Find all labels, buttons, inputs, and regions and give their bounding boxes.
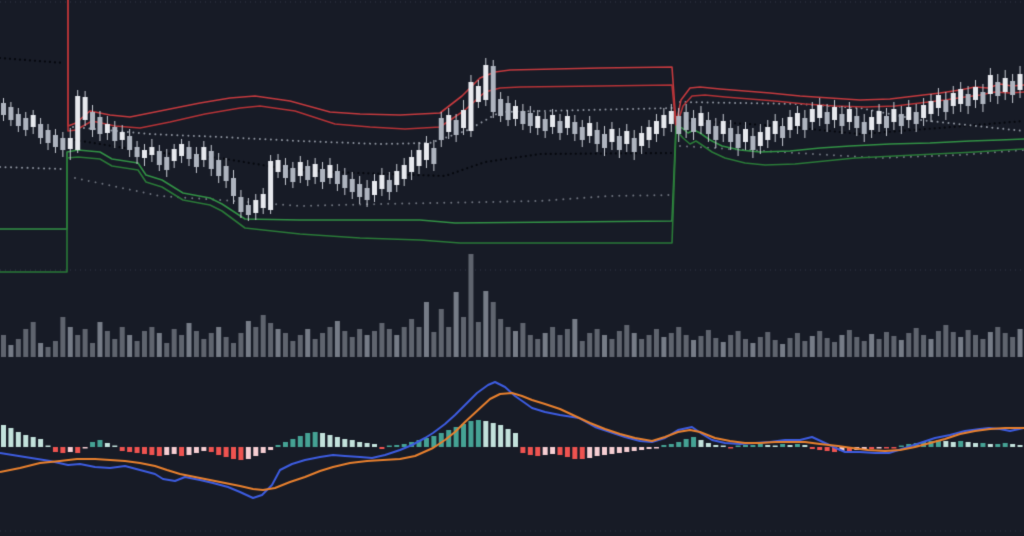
trading-chart-root	[0, 0, 1024, 536]
trading-chart-canvas[interactable]	[0, 0, 1024, 536]
